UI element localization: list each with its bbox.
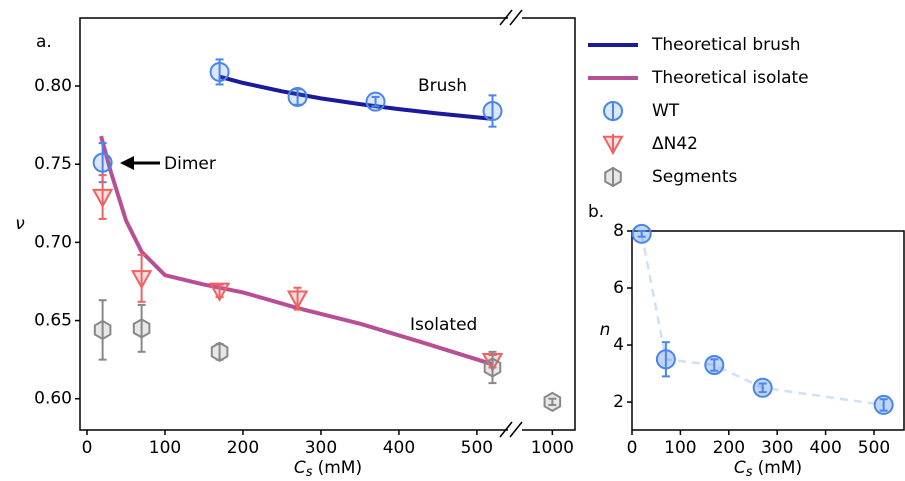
- y-tick-label: 8: [613, 221, 624, 241]
- y-tick-label: 0.65: [34, 311, 72, 331]
- error-bar: [710, 358, 719, 372]
- y-label: ν: [15, 214, 25, 234]
- x-tick-label: 0: [82, 438, 93, 458]
- x-tick-label: 400: [809, 438, 841, 458]
- error-bar: [637, 230, 646, 238]
- error-bar: [661, 341, 670, 378]
- x-tick-label: 300: [761, 438, 793, 458]
- axes-frame: [79, 9, 905, 438]
- x-tick-label: 200: [227, 438, 259, 458]
- y-tick-label: 4: [613, 335, 624, 355]
- legend-label: WT: [652, 101, 680, 121]
- x-tick-label: 500: [461, 438, 493, 458]
- y-label: n: [600, 320, 611, 340]
- error-bar: [137, 303, 146, 353]
- curve: [219, 74, 493, 121]
- error-bar: [293, 88, 302, 106]
- annotation: Brush: [418, 76, 467, 96]
- x-tick-label: 300: [305, 438, 337, 458]
- panel-label: b.: [588, 202, 604, 222]
- arrow: [120, 156, 160, 170]
- error-bar: [98, 299, 107, 361]
- error-bar: [488, 94, 497, 128]
- error-bar: [98, 174, 107, 220]
- error-bar: [215, 283, 224, 299]
- x-tick-label: 500: [858, 438, 890, 458]
- error-bar: [215, 58, 224, 86]
- legend-label: Theoretical brush: [651, 35, 801, 55]
- error-bar: [879, 398, 888, 412]
- x-label: Cs (mM): [734, 458, 802, 480]
- legend-label: ΔN42: [652, 134, 698, 154]
- y-tick-label: 0.75: [34, 154, 72, 174]
- x-label: Cs (mM): [294, 458, 362, 480]
- error-bar: [371, 95, 380, 108]
- x-tick-label: 100: [664, 438, 696, 458]
- x-tick-label: 1000: [531, 438, 574, 458]
- x-tick-label: 100: [149, 438, 181, 458]
- x-tick-label: 200: [713, 438, 745, 458]
- panel-label: a.: [36, 32, 52, 52]
- legend-label: Theoretical isolate: [651, 68, 809, 88]
- error-bar: [488, 350, 497, 385]
- annotation: Isolated: [410, 315, 477, 335]
- error-bar: [215, 343, 224, 361]
- legend-label: Segments: [652, 167, 738, 187]
- y-tick-label: 0.80: [34, 76, 72, 96]
- x-tick-label: 0: [627, 438, 638, 458]
- x-tick-label: 400: [383, 438, 415, 458]
- annotation: Dimer: [164, 154, 216, 174]
- error-bar: [137, 253, 146, 303]
- y-tick-label: 0.70: [34, 232, 72, 252]
- error-bar: [758, 382, 767, 394]
- y-tick-label: 6: [613, 278, 624, 298]
- y-tick-label: 2: [613, 392, 624, 412]
- error-bar: [293, 286, 302, 311]
- curve: [99, 135, 494, 367]
- connector: [640, 233, 884, 407]
- y-tick-label: 0.60: [34, 389, 72, 409]
- error-bar: [548, 397, 557, 406]
